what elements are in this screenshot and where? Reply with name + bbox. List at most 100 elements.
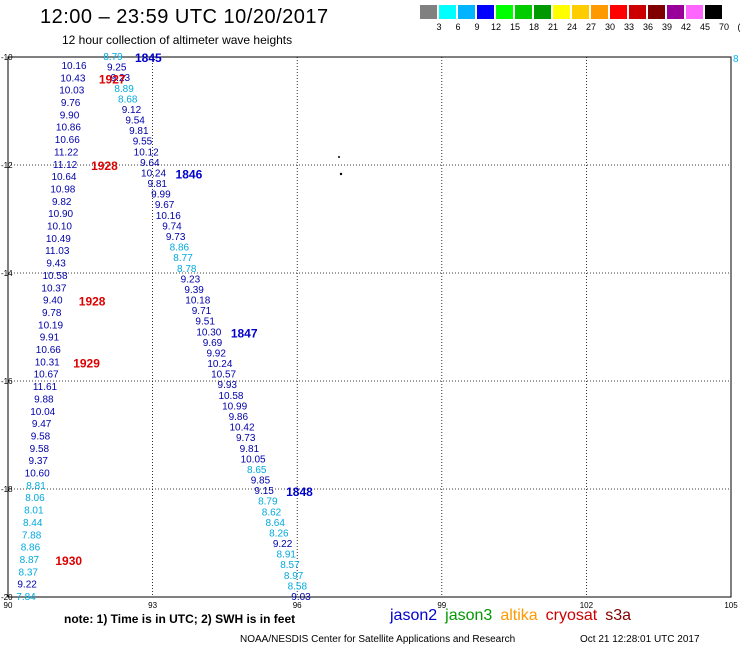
wave-height-value: 9.85 (251, 476, 271, 487)
pass-time-label: 1929 (73, 356, 100, 370)
wave-height-value: 8.06 (25, 493, 45, 504)
wave-height-value: 10.60 (25, 469, 50, 480)
wave-height-value: 11.12 (53, 160, 78, 171)
wave-height-value: 9.55 (133, 137, 153, 148)
color-scale-label: 42 (680, 22, 692, 32)
wave-height-value: 10.66 (36, 345, 61, 356)
wave-height-value: 8.62 (262, 507, 282, 518)
wave-height-value: 9.71 (192, 306, 212, 317)
wave-height-value: 11.61 (33, 382, 58, 393)
wave-height-value: 9.03 (291, 592, 311, 603)
pass-time-label: 1845 (135, 51, 162, 65)
footer-note: note: 1) Time is in UTC; 2) SWH is in fe… (64, 612, 296, 626)
wave-height-value: 10.49 (46, 234, 71, 245)
color-scale-label: 33 (623, 22, 635, 32)
wave-height-value: 9.93 (218, 380, 238, 391)
wave-height-value: 8.86 (21, 543, 41, 554)
wave-height-value: 9.82 (52, 197, 72, 208)
map-edge-label: 8 (733, 54, 739, 65)
pass-time-label: 1847 (231, 326, 258, 340)
color-scale-swatch (648, 5, 665, 19)
pass-time-labels: 1927 1928 1928 1929 1930 1845 1846 1847 1848 (55, 51, 313, 568)
latitude-tick-label: -12 (1, 161, 13, 170)
latitude-tick-label: -20 (1, 593, 13, 602)
wave-height-value: 9.81 (148, 179, 168, 190)
wave-height-value: 9.92 (206, 348, 226, 359)
wave-height-value: 8.89 (114, 84, 134, 95)
satellite-legend: jason2 jason3 altika cryosat s3a (390, 607, 639, 625)
wave-height-value: 8.86 (170, 243, 190, 254)
wave-height-value: 10.99 (222, 401, 247, 412)
wave-height-value: 9.78 (42, 308, 62, 319)
pass-time-label: 1928 (79, 295, 106, 309)
color-scale-swatch (705, 5, 722, 19)
wave-height-value: 10.86 (56, 123, 81, 134)
longitude-tick-label: 93 (148, 601, 157, 610)
pass-time-label: 1927 (99, 72, 126, 86)
map-frame (7, 56, 732, 598)
wave-height-value: 9.51 (195, 317, 215, 328)
color-scale-swatch (667, 5, 684, 19)
wave-height-value: 11.22 (54, 147, 79, 158)
wave-height-value: 8.57 (280, 560, 300, 571)
color-scale-swatch (629, 5, 646, 19)
color-scale-label: 9 (474, 22, 480, 32)
color-scale-label: 36 (642, 22, 654, 32)
wave-height-value: 10.98 (50, 184, 75, 195)
satellite-legend-item: altika (500, 607, 538, 624)
satellite-legend-item: s3a (605, 607, 632, 624)
color-scale-swatch (420, 5, 437, 19)
wave-height-value: 9.99 (151, 190, 171, 201)
wave-height-value: 10.10 (47, 222, 72, 233)
color-scale-label: 45 (699, 22, 711, 32)
longitude-tick-label: 90 (4, 601, 13, 610)
color-scale-label: 30 (604, 22, 616, 32)
wave-height-value: 9.76 (61, 98, 81, 109)
color-scale-swatch (553, 5, 570, 19)
color-scale-label: 12 (490, 22, 502, 32)
color-scale-swatch (591, 5, 608, 19)
wave-height-value: 10.31 (35, 357, 60, 368)
wave-height-value: 10.64 (51, 172, 76, 183)
axis-ticks: 90 93 96 99 102 105 -10 -12 -14 -16 -18 -20 (1, 53, 738, 610)
wave-height-value: 9.58 (30, 444, 50, 455)
wave-height-value: 10.19 (38, 320, 63, 331)
color-scale-label: 70 (718, 22, 730, 32)
latitude-tick-label: -14 (1, 269, 13, 278)
credit-text: NOAA/NESDIS Center for Satellite Applica… (240, 634, 516, 645)
color-scale-label: 21 (547, 22, 559, 32)
wave-height-value: 10.66 (55, 135, 80, 146)
island-marker (338, 156, 340, 158)
color-scale-label: 6 (455, 22, 461, 32)
wave-height-value: 10.03 (59, 86, 84, 97)
wave-height-value: 9.40 (43, 296, 63, 307)
color-scale-swatch (686, 5, 703, 19)
pass-time-label: 1930 (55, 554, 82, 568)
wave-height-value: 8.58 (288, 581, 308, 592)
color-scale-swatch (534, 5, 551, 19)
wave-height-value: 9.12 (122, 105, 142, 116)
wave-height-value: 9.23 (181, 274, 201, 285)
wave-height-value: 10.58 (218, 391, 243, 402)
color-scale-swatch (515, 5, 532, 19)
longitude-tick-label: 99 (437, 601, 446, 610)
wave-height-value: 10.18 (185, 296, 210, 307)
wave-height-value: 9.25 (107, 63, 127, 74)
wave-height-value: 10.16 (61, 61, 86, 72)
wave-height-value: 10.90 (48, 209, 73, 220)
longitude-tick-label: 102 (580, 601, 594, 610)
wave-height-value: 10.24 (207, 359, 232, 370)
color-scale-swatch (610, 5, 627, 19)
wave-height-value: 9.81 (129, 126, 149, 137)
wave-height-value: 10.05 (241, 454, 266, 465)
wave-height-value: 9.91 (40, 333, 60, 344)
wave-height-value: 8.44 (23, 518, 43, 529)
wave-height-value: 9.54 (125, 116, 145, 127)
color-scale-label: 18 (528, 22, 540, 32)
wave-height-value: 8.68 (118, 94, 138, 105)
wave-height-value: 8.79 (103, 52, 123, 63)
wave-height-value: 9.73 (236, 433, 256, 444)
satellite-legend-item: cryosat (545, 607, 598, 624)
wave-height-value: 9.67 (155, 200, 175, 211)
